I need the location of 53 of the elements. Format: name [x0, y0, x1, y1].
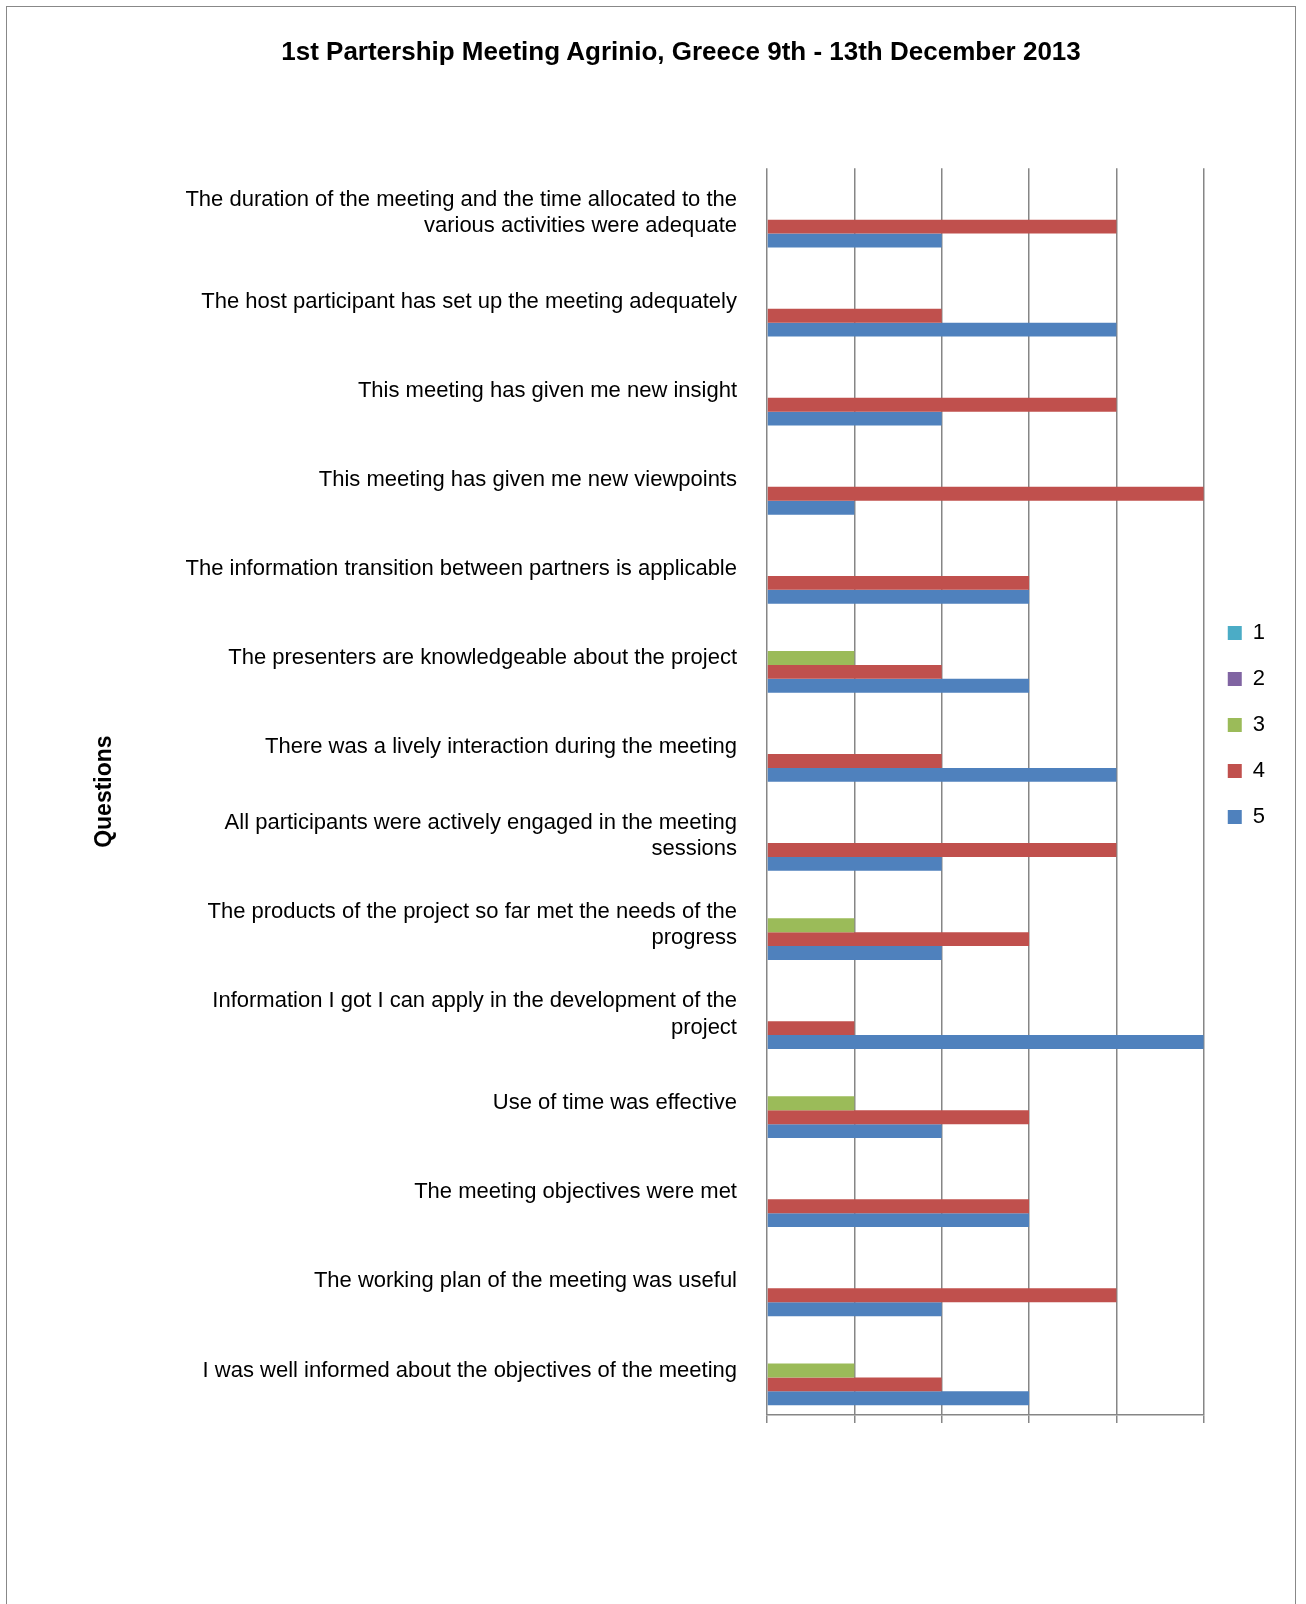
bar	[767, 397, 1117, 412]
bar	[767, 1124, 942, 1139]
legend-label: 2	[1252, 665, 1266, 691]
bar	[767, 1391, 1030, 1406]
legend-label: 1	[1252, 619, 1266, 645]
bar	[767, 308, 942, 323]
bar	[767, 946, 942, 960]
bar	[767, 843, 1117, 857]
bar	[767, 1302, 942, 1317]
legend-label: 4	[1252, 757, 1266, 783]
bar	[767, 767, 1117, 782]
bar	[767, 754, 942, 768]
bar	[767, 1110, 1030, 1125]
bar	[767, 589, 1030, 604]
y-tick-label: There was a lively interaction during the meeting	[264, 733, 737, 759]
y-tick-label: Use of time was effective	[492, 1089, 737, 1115]
bar	[767, 1096, 855, 1111]
bar	[767, 1021, 855, 1036]
legend-label: 3	[1252, 711, 1266, 737]
y-tick-label: The products of the project so far met the needs of the progress	[207, 898, 737, 950]
bar	[767, 322, 1117, 337]
bar	[767, 575, 1030, 590]
bar	[767, 1363, 855, 1378]
y-tick-label: This meeting has given me new insight	[357, 376, 737, 402]
bar	[767, 1288, 1117, 1303]
bar	[767, 1377, 942, 1392]
y-tick-label: This meeting has given me new viewpoints	[318, 465, 737, 491]
bar	[767, 678, 1030, 693]
y-tick-label: Information I got I can apply in the development of the project	[212, 987, 737, 1039]
bar	[767, 500, 855, 515]
y-axis-title: Questions	[90, 735, 117, 848]
chart-title: 1st Partership Meeting Agrinio, Greece 9th - 13th December 2013	[281, 35, 1081, 66]
bar	[767, 1199, 1030, 1214]
bar	[767, 651, 855, 665]
y-tick-label: The working plan of the meeting was useful	[313, 1267, 737, 1293]
bar	[767, 233, 942, 248]
bar	[767, 1035, 1204, 1049]
bar	[767, 664, 942, 679]
bar	[767, 219, 1117, 234]
y-tick-label: The meeting objectives were met	[414, 1178, 737, 1204]
y-tick-label: All participants were actively engaged in the meeting sessions	[224, 808, 737, 861]
bar	[767, 486, 1204, 501]
bar	[767, 856, 942, 871]
y-tick-label: The presenters are knowledgeable about the project	[228, 644, 737, 670]
y-tick-label: I was well informed about the objectives of the meeting	[202, 1356, 737, 1382]
bar	[767, 411, 942, 426]
bar	[767, 1213, 1030, 1228]
y-tick-label: The information transition between partners is applicable	[185, 555, 737, 581]
bar	[767, 932, 1030, 947]
legend-label: 5	[1252, 803, 1266, 829]
y-tick-label: The duration of the meeting and the time allocated to the various activities were adequate	[185, 185, 737, 237]
y-tick-label: The host participant has set up the meeting adequately	[201, 287, 737, 313]
bar	[767, 918, 855, 933]
